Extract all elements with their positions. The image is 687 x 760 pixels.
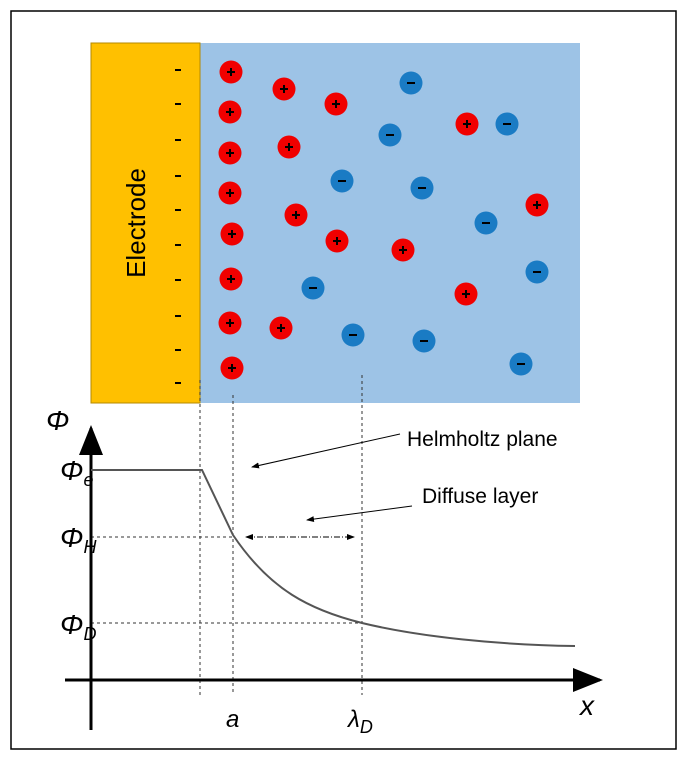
cation [324, 92, 348, 116]
annotation: Helmholtz plane [407, 428, 558, 451]
electrode-label: Electrode [121, 168, 151, 278]
cation [218, 100, 242, 124]
electrolyte [200, 43, 580, 403]
symbol: λ [346, 706, 360, 733]
anion [525, 260, 549, 284]
subscript: D [360, 717, 373, 737]
pointer [306, 505, 413, 523]
symbol: Φ [60, 455, 83, 486]
cation [272, 77, 296, 101]
ions [218, 60, 549, 380]
anion [301, 276, 325, 300]
anion [378, 123, 402, 147]
level-label: ΦD [60, 609, 96, 644]
cation [219, 60, 243, 84]
cation [218, 141, 242, 165]
cation [220, 222, 244, 246]
cation [391, 238, 415, 262]
cation [219, 267, 243, 291]
electrode [90, 42, 201, 404]
symbol: Φ [60, 522, 83, 553]
anion [509, 352, 533, 376]
electrode-charges [175, 69, 181, 384]
cation [269, 316, 293, 340]
symbol: Φ [60, 609, 83, 640]
y-axis-label: Φ [46, 405, 69, 436]
cation [454, 282, 478, 306]
anion [330, 169, 354, 193]
anion [410, 176, 434, 200]
level-label: ΦH [60, 522, 97, 557]
potential-curve [91, 469, 576, 647]
subscript: H [83, 537, 97, 557]
anion [399, 71, 423, 95]
anion [341, 323, 365, 347]
cation [455, 112, 479, 136]
subscript: e [83, 470, 93, 490]
level-label: Φe [60, 455, 93, 490]
anion [412, 329, 436, 353]
symbol: a [226, 706, 239, 733]
anion [495, 112, 519, 136]
cation [525, 193, 549, 217]
cation [277, 135, 301, 159]
x-axis-label: x [578, 690, 595, 721]
anion [474, 211, 498, 235]
pointer [251, 433, 401, 469]
position-label: a [226, 706, 239, 733]
cation [218, 181, 242, 205]
cation [325, 229, 349, 253]
cation [218, 311, 242, 335]
position-label: λD [346, 706, 373, 737]
annotation: Diffuse layer [422, 485, 538, 508]
cation [220, 356, 244, 380]
subscript: D [83, 624, 96, 644]
cation [284, 203, 308, 227]
